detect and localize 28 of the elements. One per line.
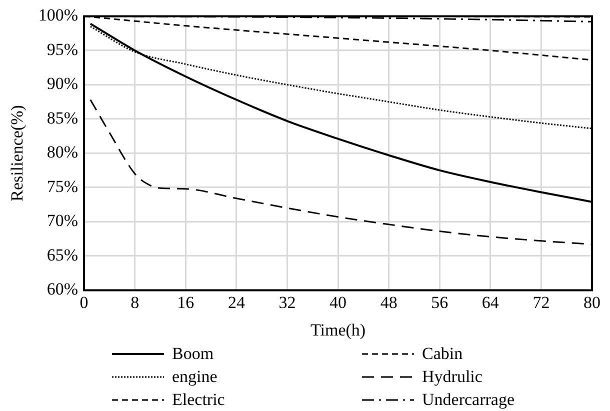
x-axis-title: Time(h) [310, 320, 366, 340]
x-tick-label: 56 [431, 292, 448, 312]
legend-label: Electric [172, 390, 225, 410]
y-tick-label: 70% [46, 211, 78, 230]
x-tick-label: 0 [80, 292, 88, 312]
x-tick-label: 80 [584, 292, 600, 312]
x-tick-label: 48 [380, 292, 398, 312]
legend-label: Undercarrage [422, 390, 514, 410]
x-tick-label: 24 [228, 292, 246, 312]
legend-label: Boom [172, 344, 214, 364]
x-tick-label: 64 [482, 292, 500, 312]
y-axis-title: Resilience(%) [8, 105, 27, 202]
legend-label: engine [172, 366, 218, 386]
legend-label: Cabin [422, 344, 463, 364]
y-tick-label: 65% [46, 245, 78, 264]
x-tick-label: 8 [130, 292, 140, 312]
y-tick-label: 90% [46, 74, 78, 94]
x-tick-label: 32 [278, 292, 296, 312]
x-tick-label: 40 [330, 292, 347, 312]
y-tick-label: 100% [38, 6, 78, 25]
y-tick-label: 75% [46, 176, 78, 196]
x-tick-label: 72 [532, 292, 550, 312]
x-tick-label: 16 [177, 292, 194, 312]
y-tick-label: 60% [46, 280, 78, 299]
y-tick-label: 95% [46, 40, 78, 59]
y-tick-label: 85% [46, 108, 78, 128]
legend-label: Hydrulic [422, 366, 482, 386]
y-tick-label: 80% [46, 142, 78, 162]
